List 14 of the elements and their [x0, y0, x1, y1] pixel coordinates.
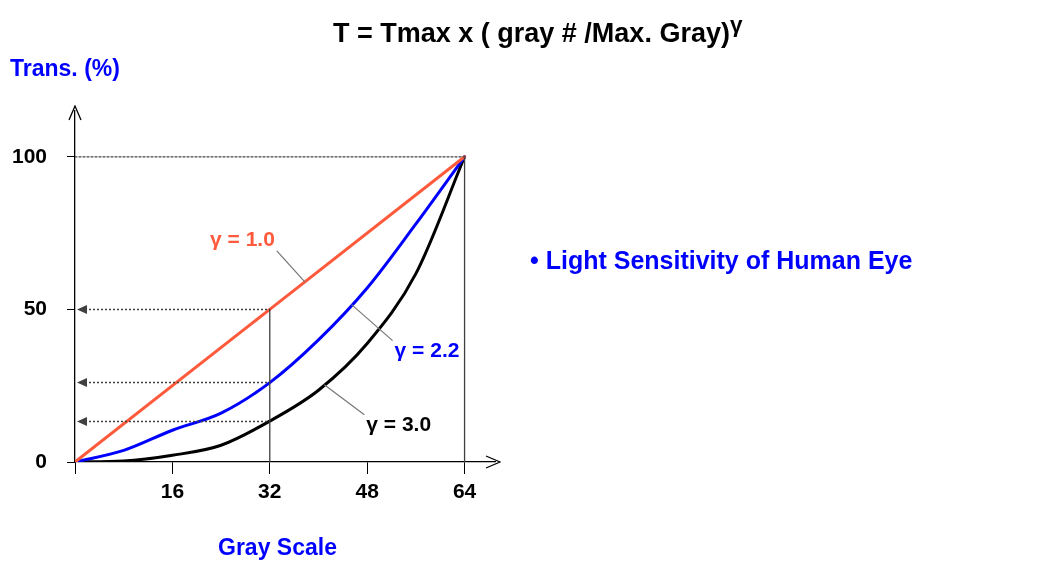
- y-tick-label: 0: [35, 448, 47, 472]
- text: γ = 1.0: [210, 226, 275, 250]
- x-axis-title: Gray Scale: [218, 534, 337, 561]
- y-tick-label: 100: [11, 143, 47, 167]
- y-tick-label: 50: [23, 296, 47, 320]
- text: γ = 3.0: [366, 412, 432, 436]
- x-tick-label: 64: [452, 479, 477, 503]
- chart-title: T = Tmax x ( gray # /Max. Gray)$^{γ}$: [333, 12, 743, 49]
- x-tick-label: 32: [258, 479, 282, 503]
- y-axis-title: Trans. (%): [10, 55, 120, 82]
- x-tick-label: 16: [160, 479, 185, 503]
- text: • Light Sensitivity of Human Eye: [530, 246, 913, 275]
- x-tick-label: 48: [355, 479, 380, 503]
- text: γ = 2.2: [394, 338, 460, 362]
